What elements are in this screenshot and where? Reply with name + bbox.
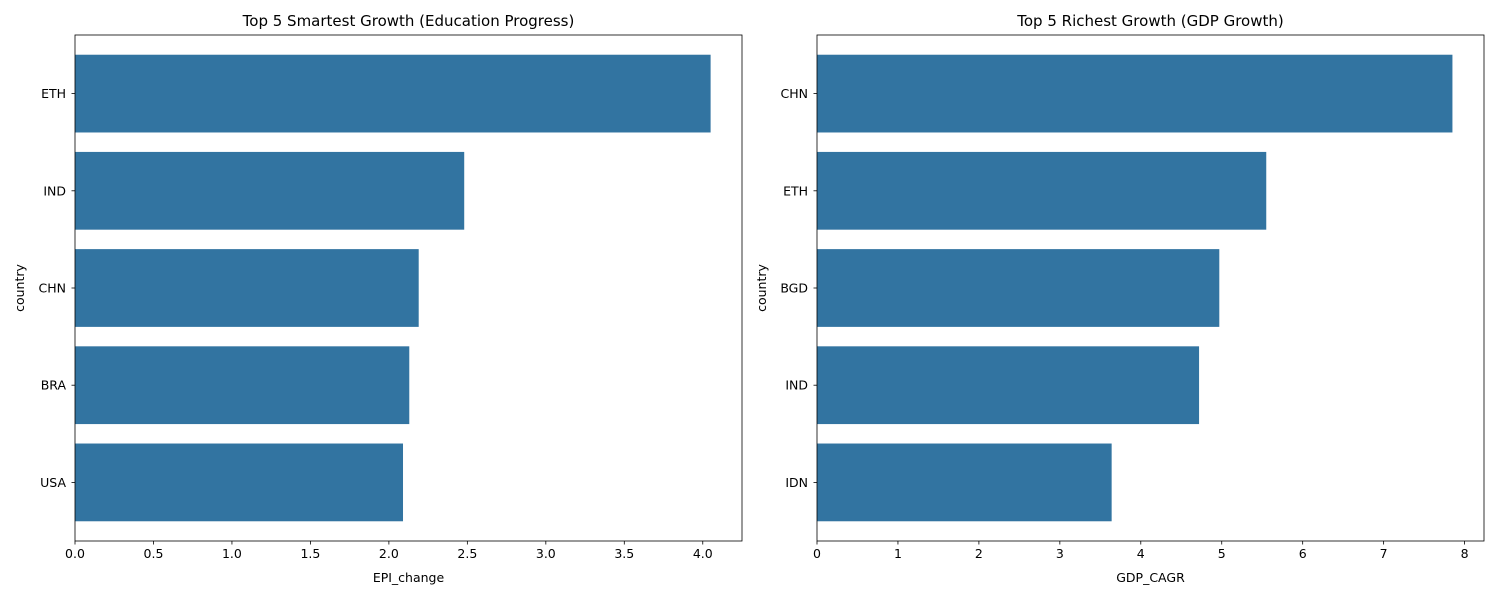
x-tick-label: 6	[1299, 546, 1307, 561]
chart-title: Top 5 Smartest Growth (Education Progres…	[242, 12, 575, 30]
y-tick-label: BGD	[780, 281, 808, 296]
x-axis-label: GDP_CAGR	[1116, 570, 1185, 585]
bar-eth	[817, 151, 1267, 230]
x-tick-label: 0.0	[65, 546, 85, 561]
bar-idn	[817, 443, 1112, 522]
x-tick-label: 4	[1137, 546, 1145, 561]
y-tick-label: CHN	[39, 281, 66, 296]
x-tick-label: 3	[1056, 546, 1064, 561]
x-tick-label: 5	[1218, 546, 1226, 561]
y-tick-label: CHN	[781, 86, 808, 101]
x-tick-label: 1.0	[222, 546, 242, 561]
x-tick-label: 8	[1461, 546, 1469, 561]
bar-usa	[75, 443, 404, 522]
chart-panel-education: ETH IND CHN BRA USA 0.0 0.5 1.0 1.5 2.0 2.5 3.0 3.5 4…	[12, 12, 743, 585]
y-tick-label: ETH	[783, 183, 808, 198]
x-tick-label: 4.0	[693, 546, 713, 561]
x-tick-label: 0.5	[144, 546, 164, 561]
y-tick-label: BRA	[41, 378, 67, 393]
bar-chn	[75, 249, 419, 327]
chart-panel-gdp: CHN ETH BGD IND IDN 0 1 2 3 4 5 6 7 8 Top 5 Richest Gr…	[754, 12, 1485, 585]
bar-bra	[75, 346, 410, 425]
x-tick-label: 1	[894, 546, 902, 561]
bar-eth	[75, 54, 711, 133]
bar-chn	[817, 54, 1453, 133]
x-tick-label: 0	[813, 546, 821, 561]
y-axis-label: country	[754, 264, 769, 312]
bar-bgd	[817, 249, 1220, 327]
bar-ind	[817, 346, 1200, 425]
x-tick-label: 2.5	[457, 546, 477, 561]
y-axis-label: country	[12, 264, 27, 312]
bar-ind	[75, 151, 465, 230]
x-tick-label: 2.0	[379, 546, 399, 561]
x-tick-label: 3.0	[536, 546, 556, 561]
x-tick-label: 3.5	[614, 546, 634, 561]
y-tick-label: IND	[43, 183, 66, 198]
chart-title: Top 5 Richest Growth (GDP Growth)	[1016, 12, 1283, 30]
y-tick-label: IND	[785, 378, 808, 393]
y-tick-label: IDN	[785, 475, 808, 490]
x-tick-label: 1.5	[300, 546, 320, 561]
y-tick-label: USA	[40, 475, 66, 490]
x-tick-label: 2	[975, 546, 983, 561]
y-tick-label: ETH	[41, 86, 66, 101]
x-axis-label: EPI_change	[373, 570, 445, 585]
x-tick-label: 7	[1380, 546, 1388, 561]
